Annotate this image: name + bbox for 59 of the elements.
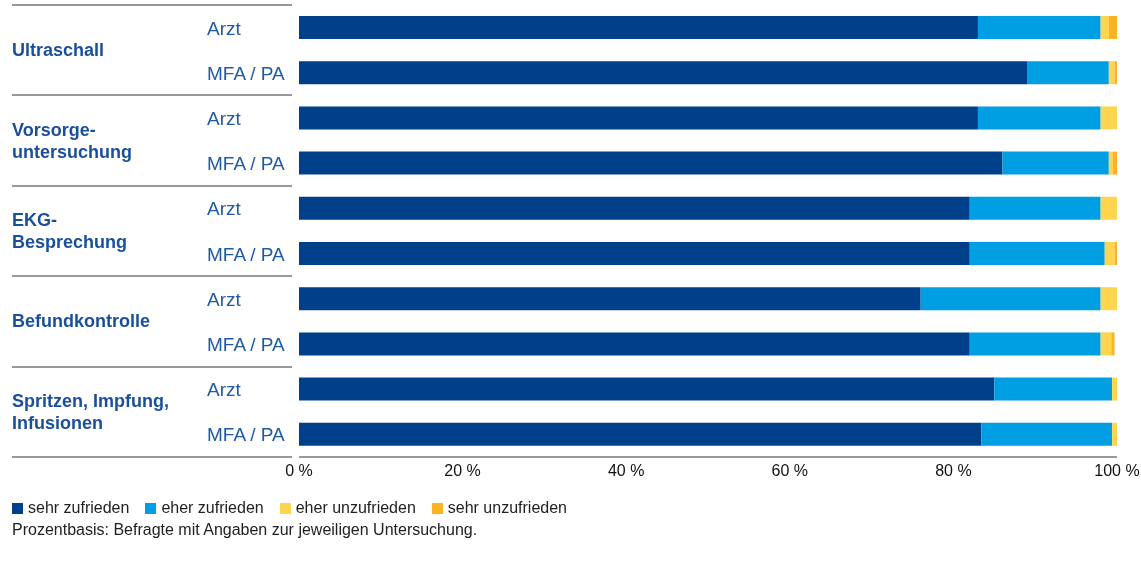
bar bbox=[981, 422, 1113, 446]
bar bbox=[1100, 106, 1117, 130]
bar bbox=[1104, 242, 1115, 265]
bar bbox=[969, 196, 1101, 220]
bar bbox=[1112, 151, 1117, 175]
y-tick-label: Arzt bbox=[207, 198, 242, 220]
y-tick-label: MFA / PA bbox=[207, 334, 286, 355]
legend-label: eher unzufrieden bbox=[295, 499, 416, 517]
x-tick-label: 100 % bbox=[1094, 462, 1140, 480]
text: Befundkontrolle bbox=[12, 310, 150, 333]
bar bbox=[1112, 377, 1117, 401]
legend-label: eher zufrieden bbox=[161, 499, 264, 517]
bar bbox=[920, 287, 1101, 311]
bar bbox=[299, 422, 982, 446]
y-tick-label: Arzt bbox=[207, 379, 242, 401]
x-tick-label: 40 % bbox=[607, 462, 645, 480]
x-tick-label: 60 % bbox=[771, 462, 809, 480]
y-tick-label: MFA / PA bbox=[207, 153, 286, 175]
bar bbox=[299, 287, 921, 311]
bar bbox=[1111, 332, 1115, 356]
text: EKG- Besprechung bbox=[12, 209, 128, 253]
bar bbox=[1002, 151, 1109, 175]
bar bbox=[1100, 332, 1112, 356]
y-tick-label: MFA / PA bbox=[207, 424, 286, 446]
bar bbox=[299, 151, 1003, 175]
bar bbox=[299, 61, 1028, 85]
bar bbox=[1108, 151, 1113, 175]
y-tick-label: MFA / PA bbox=[207, 243, 286, 265]
bar bbox=[299, 106, 978, 130]
bar bbox=[1108, 61, 1115, 85]
y-tick-label: Arzt bbox=[207, 288, 242, 310]
bar bbox=[299, 377, 995, 401]
bar bbox=[969, 242, 1105, 265]
x-tick-label: 0 % bbox=[285, 462, 313, 480]
bar bbox=[299, 332, 970, 356]
bar bbox=[299, 16, 978, 39]
bar bbox=[299, 196, 970, 220]
bar bbox=[994, 377, 1113, 401]
bar bbox=[969, 332, 1101, 356]
legend-label: sehr zufrieden bbox=[28, 499, 130, 517]
legend-label: sehr unzufrieden bbox=[447, 499, 567, 517]
bar bbox=[977, 106, 1101, 130]
bar bbox=[1100, 16, 1109, 39]
y-tick-label: Arzt bbox=[207, 108, 242, 129]
x-tick-label: 80 % bbox=[935, 462, 972, 480]
bar bbox=[1108, 16, 1117, 39]
y-tick-label: Arzt bbox=[207, 17, 242, 39]
bar bbox=[1112, 422, 1117, 446]
text: Prozentbasis: Befragte mit Angaben zur jeweiligen Untersuchung. bbox=[12, 521, 479, 539]
bar bbox=[977, 16, 1101, 39]
bar bbox=[1027, 61, 1109, 85]
text: Ultraschall bbox=[12, 39, 105, 62]
text: Vorsorge- untersuchung bbox=[12, 118, 132, 163]
y-tick-label: MFA / PA bbox=[207, 62, 286, 84]
bar bbox=[1100, 196, 1117, 220]
bar bbox=[1100, 287, 1117, 311]
text: Spritzen, Impfung, Infusionen bbox=[12, 389, 169, 434]
bar bbox=[299, 242, 970, 265]
x-tick-label: 20 % bbox=[444, 462, 481, 480]
